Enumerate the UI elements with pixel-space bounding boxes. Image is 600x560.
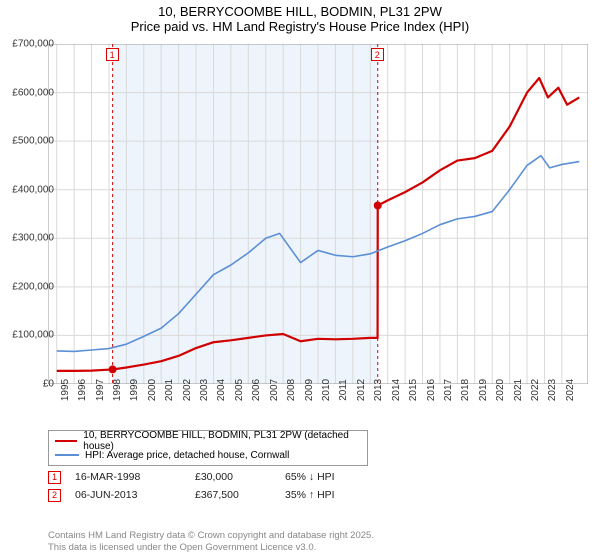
x-tick-label: 2004 [216,379,227,401]
legend-swatch [55,440,77,442]
y-tick-label: £700,000 [12,39,54,50]
footer-line1: Contains HM Land Registry data © Crown c… [48,530,374,542]
x-tick-label: 2005 [234,379,245,401]
x-tick-label: 2020 [495,379,506,401]
marker-hpi: 35% ↑ HPI [285,489,375,501]
x-tick-label: 2023 [547,379,558,401]
x-tick-label: 2007 [269,379,280,401]
marker-hpi: 65% ↓ HPI [285,471,375,483]
x-tick-label: 2019 [478,379,489,401]
x-tick-label: 2024 [565,379,576,401]
chart-area [48,44,588,384]
marker-date: 16-MAR-1998 [75,471,195,483]
marker-date: 06-JUN-2013 [75,489,195,501]
x-tick-label: 2012 [356,379,367,401]
x-tick-label: 2001 [164,379,175,401]
x-tick-label: 2016 [426,379,437,401]
x-tick-label: 2006 [251,379,262,401]
marker-table-row: 1 16-MAR-1998£30,00065% ↓ HPI [48,468,375,486]
y-tick-label: £200,000 [12,281,54,292]
x-tick-label: 1996 [77,379,88,401]
marker-table: 1 16-MAR-1998£30,00065% ↓ HPI 2 06-JUN-2013… [48,468,375,504]
legend-swatch [55,454,79,456]
x-tick-label: 1998 [112,379,123,401]
marker-price: £30,000 [195,471,285,483]
x-tick-label: 2003 [199,379,210,401]
y-tick-label: £0 [43,379,54,390]
x-tick-label: 2018 [460,379,471,401]
x-tick-label: 2013 [373,379,384,401]
legend-label: HPI: Average price, detached house, Corn… [85,450,289,461]
footer-line2: This data is licensed under the Open Gov… [48,542,374,554]
x-tick-label: 1995 [60,379,71,401]
footer-attribution: Contains HM Land Registry data © Crown c… [48,530,374,554]
title-address: 10, BERRYCOOMBE HILL, BODMIN, PL31 2PW [0,4,600,19]
y-tick-label: £500,000 [12,136,54,147]
legend: 10, BERRYCOOMBE HILL, BODMIN, PL31 2PW (… [48,430,368,466]
x-tick-label: 2014 [391,379,402,401]
marker-badge: 1 [48,471,61,484]
y-tick-label: £600,000 [12,87,54,98]
x-tick-label: 2022 [530,379,541,401]
marker-table-row: 2 06-JUN-2013£367,50035% ↑ HPI [48,486,375,504]
x-tick-label: 1997 [95,379,106,401]
marker-flag: 2 [371,48,384,61]
marker-flag: 1 [106,48,119,61]
marker-badge: 2 [48,489,61,502]
x-tick-label: 2010 [321,379,332,401]
chart-svg [48,44,588,384]
title-subtitle: Price paid vs. HM Land Registry's House … [0,19,600,34]
x-tick-label: 2011 [338,379,349,401]
x-tick-label: 2015 [408,379,419,401]
x-tick-label: 2002 [182,379,193,401]
x-tick-label: 2021 [513,379,524,401]
title-block: 10, BERRYCOOMBE HILL, BODMIN, PL31 2PW P… [0,0,600,36]
x-tick-label: 2000 [147,379,158,401]
chart-container: 10, BERRYCOOMBE HILL, BODMIN, PL31 2PW P… [0,0,600,560]
x-tick-label: 1999 [129,379,140,401]
y-tick-label: £300,000 [12,233,54,244]
legend-item: 10, BERRYCOOMBE HILL, BODMIN, PL31 2PW (… [55,434,361,448]
y-tick-label: £400,000 [12,184,54,195]
x-tick-label: 2009 [304,379,315,401]
marker-price: £367,500 [195,489,285,501]
x-tick-label: 2008 [286,379,297,401]
y-tick-label: £100,000 [12,330,54,341]
x-tick-label: 2017 [443,379,454,401]
